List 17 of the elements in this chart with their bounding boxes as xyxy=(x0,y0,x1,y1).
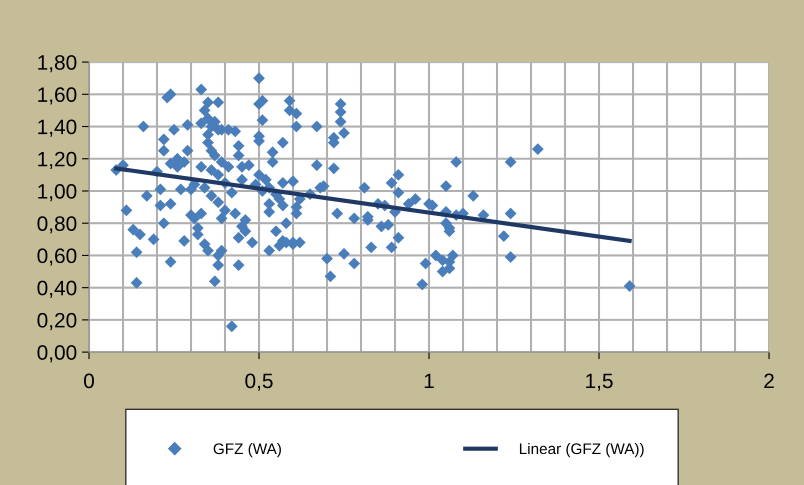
y-tick-label: 1,60 xyxy=(38,87,76,105)
y-tick-label: 1,80 xyxy=(38,55,76,72)
x-tick-label: 0 xyxy=(84,373,94,388)
y-tick-label: 1,40 xyxy=(38,120,76,137)
y-tick-label: 0,80 xyxy=(37,216,76,234)
x-tick-label: 1,5 xyxy=(586,374,613,391)
y-tick-label: 0,40 xyxy=(37,280,76,298)
x-tick-label: 0,5 xyxy=(245,373,273,391)
legend-label: GFZ (WA) xyxy=(214,442,281,458)
x-tick-label: 1 xyxy=(424,374,434,388)
x-tick-label: 2 xyxy=(764,373,774,388)
y-tick-label: 0,00 xyxy=(37,345,76,362)
y-tick-label: 1,00 xyxy=(38,184,76,202)
legend-label: Linear (GFZ (WA)) xyxy=(520,442,644,458)
y-tick-label: 0,60 xyxy=(37,248,76,266)
y-tick-label: 0,20 xyxy=(37,312,76,330)
y-tick-label: 1,20 xyxy=(38,152,76,169)
